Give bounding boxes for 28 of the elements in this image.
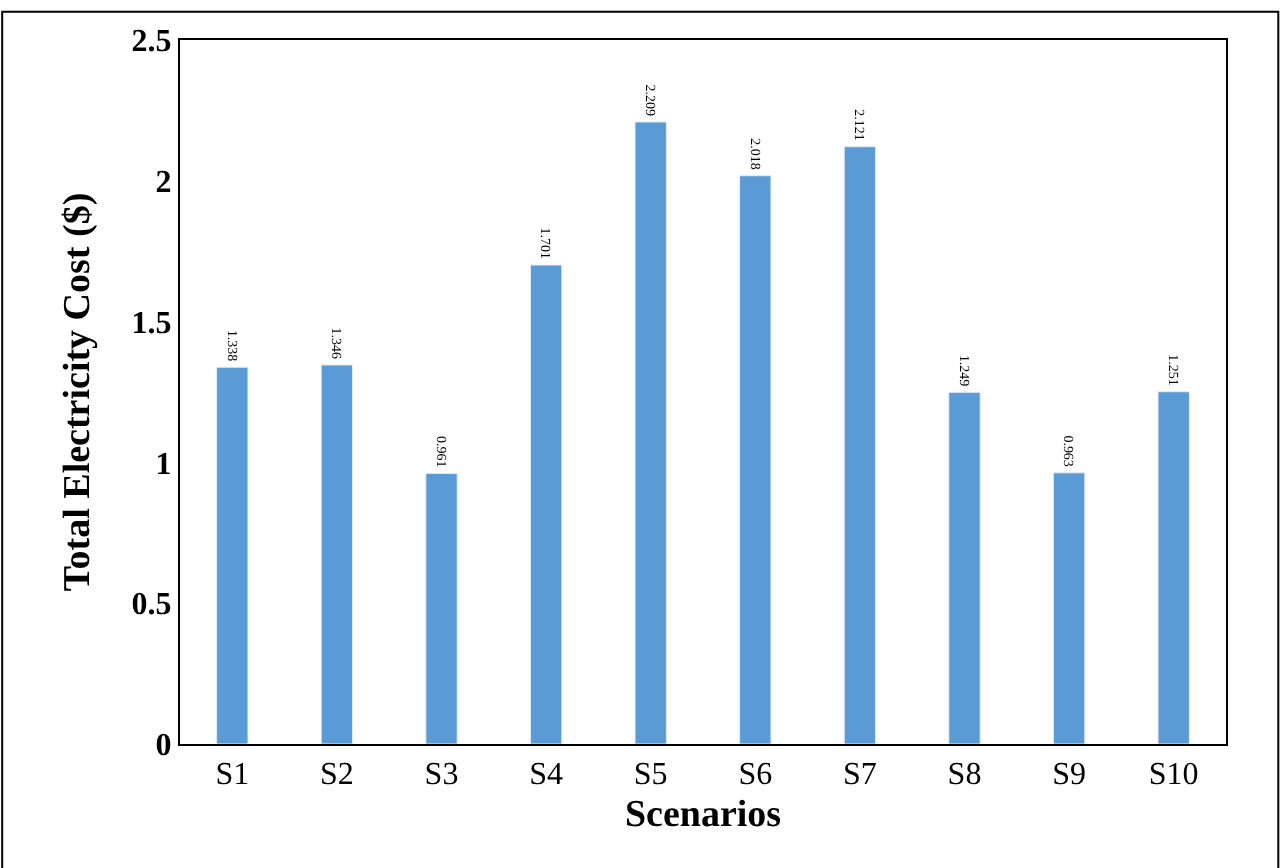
y-tick-label: 2.5 bbox=[131, 25, 172, 60]
y-tick-label: 2 bbox=[155, 166, 172, 200]
x-tick-label: S2 bbox=[319, 758, 354, 793]
bar bbox=[216, 366, 249, 744]
bar bbox=[1052, 472, 1086, 744]
x-tick-label: S8 bbox=[947, 758, 982, 793]
y-axis-title: Total Electricity Cost ($) bbox=[57, 192, 100, 592]
bar bbox=[1157, 391, 1190, 744]
bar bbox=[739, 175, 772, 744]
x-tick-label: S3 bbox=[424, 758, 459, 793]
x-tick-label: S6 bbox=[738, 758, 773, 793]
x-tick-label: S4 bbox=[529, 758, 564, 793]
x-tick-label: S5 bbox=[633, 758, 668, 793]
y-tick-label: 0 bbox=[155, 729, 172, 764]
x-tick-label: S10 bbox=[1148, 758, 1199, 793]
x-tick-label: S7 bbox=[842, 758, 877, 793]
y-tick-label: 1 bbox=[155, 447, 172, 482]
x-tick-label: S9 bbox=[1052, 758, 1087, 793]
y-tick-label: 1.5 bbox=[131, 306, 172, 341]
x-tick-label: S1 bbox=[215, 758, 250, 793]
x-axis-title: Scenarios bbox=[624, 794, 782, 836]
bar bbox=[948, 391, 981, 744]
bar bbox=[634, 121, 667, 744]
y-tick-label: 0.5 bbox=[131, 588, 172, 623]
bar bbox=[843, 146, 877, 744]
bar bbox=[529, 264, 563, 744]
bar bbox=[425, 472, 458, 744]
bar bbox=[320, 364, 354, 744]
